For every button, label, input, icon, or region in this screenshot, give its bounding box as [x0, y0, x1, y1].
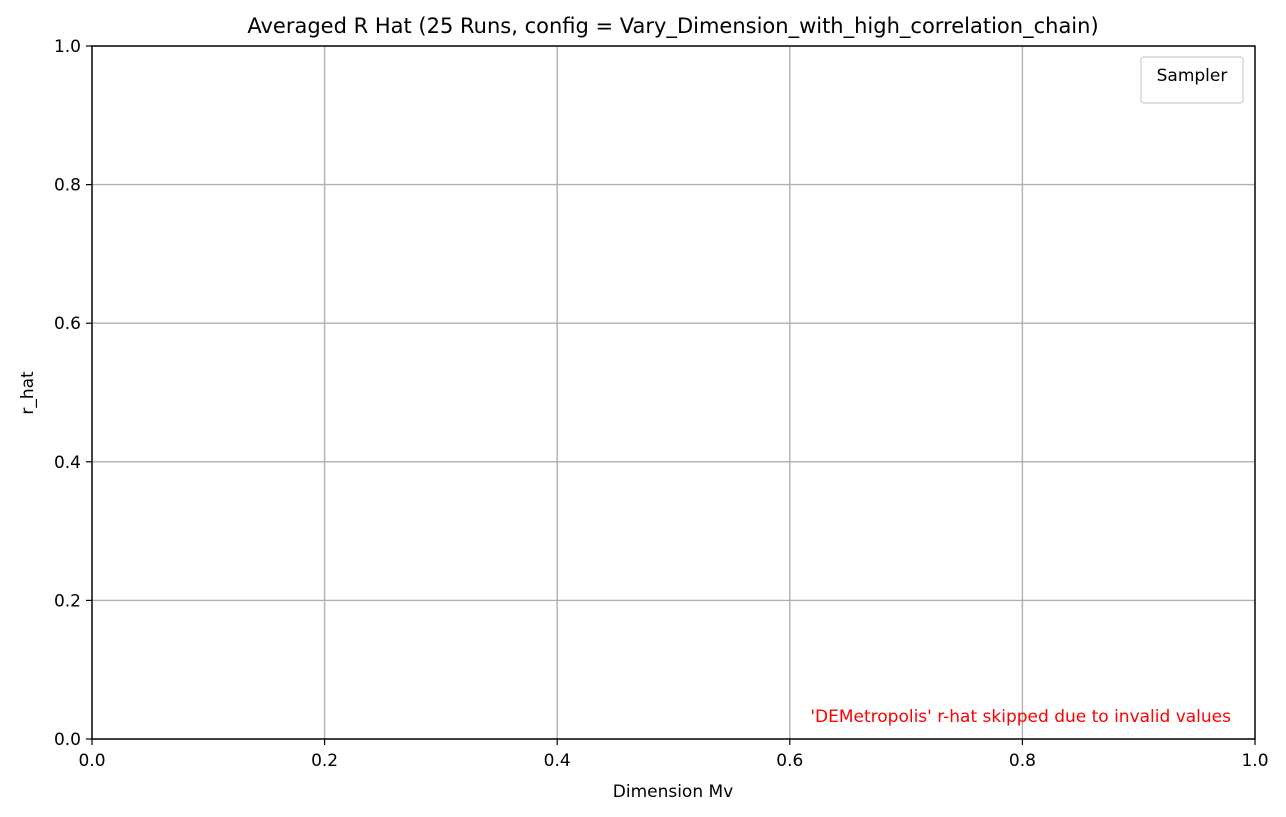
legend: Sampler	[1140, 56, 1244, 104]
x-tick-label: 0.8	[1009, 751, 1036, 771]
x-tick-label: 1.0	[1241, 751, 1268, 771]
x-tick-label: 0.0	[78, 751, 105, 771]
skip-warning-annotation: 'DEMetropolis' r-hat skipped due to inva…	[810, 707, 1231, 727]
plot-area-frame	[91, 45, 1256, 740]
y-tick-label: 0.8	[54, 176, 81, 196]
x-tick-label: 0.6	[776, 751, 803, 771]
x-tick-label: 0.4	[544, 751, 571, 771]
x-axis-ticks: 0.0 0.2 0.4 0.6 0.8 1.0	[78, 739, 1269, 771]
x-tick-label: 0.2	[311, 751, 338, 771]
y-tick-label: 0.0	[54, 730, 81, 750]
legend-title: Sampler	[1157, 66, 1228, 86]
y-tick-label: 0.2	[54, 591, 81, 611]
y-tick-label: 0.6	[54, 314, 81, 334]
chart-title: Averaged R Hat (25 Runs, config = Vary_D…	[247, 14, 1098, 39]
y-axis-ticks: 0.0 0.2 0.4 0.6 0.8 1.0	[54, 37, 92, 750]
legend-box	[1140, 56, 1244, 104]
x-axis-label: Dimension Mv	[613, 782, 734, 802]
y-tick-label: 0.4	[54, 453, 81, 473]
y-axis-label: r_hat	[18, 371, 38, 415]
y-tick-label: 1.0	[54, 37, 81, 57]
